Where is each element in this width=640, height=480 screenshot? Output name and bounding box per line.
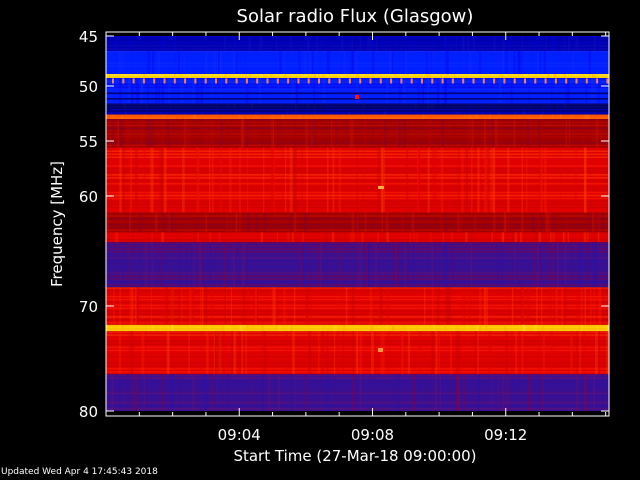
frequency-band <box>106 147 609 213</box>
y-axis: 45 50 55 60 70 80 <box>79 28 609 421</box>
spot <box>355 95 359 99</box>
spot <box>378 186 384 189</box>
y-tick-label: 50 <box>79 78 98 96</box>
frequency-band <box>106 242 609 288</box>
frequency-band <box>106 51 609 74</box>
frequency-band <box>106 114 609 119</box>
band-separator <box>106 92 609 95</box>
x-tick-label: 09:08 <box>351 426 394 444</box>
y-tick-label: 60 <box>79 188 98 206</box>
band-separator <box>106 110 609 112</box>
frequency-band <box>106 331 609 375</box>
frequency-band <box>106 212 609 233</box>
frequency-band <box>106 324 609 332</box>
x-axis: 09:04 09:08 09:12 <box>138 32 607 444</box>
y-axis-label: Frequency [MHz] <box>48 161 66 287</box>
updated-timestamp: Updated Wed Apr 4 17:45:43 2018 <box>1 467 158 477</box>
y-tick-label: 70 <box>79 298 98 316</box>
x-tick-label: 09:04 <box>218 426 261 444</box>
heatmap-plot-area <box>106 36 609 411</box>
x-axis-label: Start Time (27-Mar-18 09:00:00) <box>233 447 476 465</box>
spot <box>378 348 383 352</box>
y-tick-label: 55 <box>79 133 98 151</box>
interference-ticks <box>112 78 609 84</box>
frequency-band <box>106 109 609 115</box>
frequency-band <box>106 287 609 325</box>
frequency-band <box>106 36 609 51</box>
frequency-band <box>106 232 609 243</box>
frequency-band <box>106 119 609 148</box>
x-tick-label: 09:12 <box>484 426 527 444</box>
frequency-band <box>106 374 609 411</box>
chart-title: Solar radio Flux (Glasgow) <box>237 6 474 27</box>
y-tick-label: 80 <box>79 403 98 421</box>
frequency-band <box>106 78 609 104</box>
frequency-band <box>106 74 609 78</box>
y-tick-label: 45 <box>79 28 98 46</box>
plot-frame <box>105 31 610 417</box>
frequency-band <box>106 103 609 110</box>
